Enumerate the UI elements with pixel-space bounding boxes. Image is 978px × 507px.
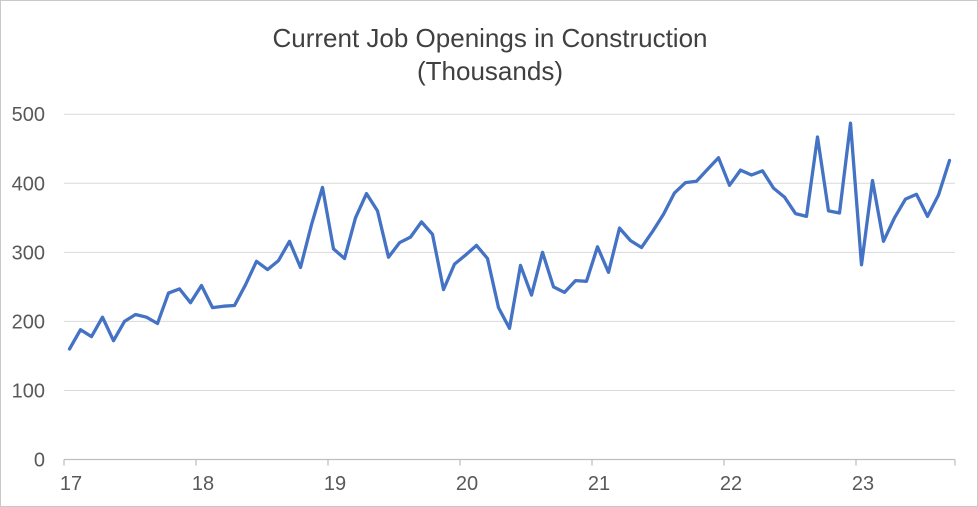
x-axis-tick-label: 21 <box>588 473 610 495</box>
y-axis-tick-label: 400 <box>12 173 45 195</box>
y-axis-tick-label: 100 <box>12 380 45 402</box>
x-axis-tick-label: 17 <box>60 473 82 495</box>
x-axis-tick-label: 23 <box>852 473 874 495</box>
y-axis-tick-label: 200 <box>12 311 45 333</box>
x-axis-tick-label: 20 <box>456 473 478 495</box>
x-axis-tick-label: 19 <box>324 473 346 495</box>
job-openings-series-line <box>67 121 952 351</box>
x-axis-tick-label: 22 <box>720 473 742 495</box>
x-axis-tick-label: 18 <box>192 473 214 495</box>
y-axis-tick-label: 500 <box>12 104 45 126</box>
y-axis-tick-label: 0 <box>34 450 45 472</box>
y-axis-tick-label: 300 <box>12 242 45 264</box>
